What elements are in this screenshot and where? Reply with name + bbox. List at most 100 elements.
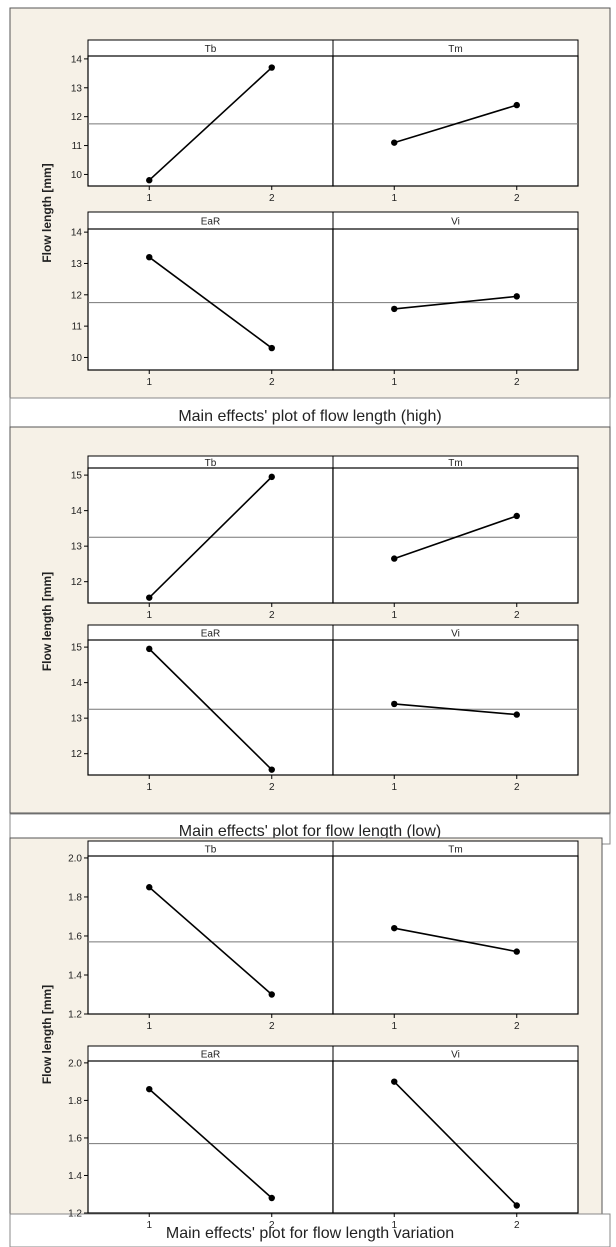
y-tick-label: 14 bbox=[71, 54, 83, 65]
x-tick-label: 1 bbox=[391, 1021, 397, 1032]
panel-title: Tb bbox=[205, 44, 217, 55]
panel-plot-area bbox=[87, 228, 334, 371]
y-tick-label: 14 bbox=[71, 228, 83, 239]
panel-vi: Vi 1 2 bbox=[332, 1045, 579, 1231]
y-tick-label: 12 bbox=[71, 577, 83, 588]
effect-line bbox=[394, 927, 517, 953]
panel-plot-area bbox=[332, 1060, 579, 1214]
x-tick-label: 2 bbox=[269, 782, 275, 793]
panel-tm: Tm 1 2 bbox=[332, 455, 579, 621]
main-effects-figure-1: Main effects' plot of flow length (high)… bbox=[9, 7, 611, 429]
y-axis-label: Flow length [mm] bbox=[40, 985, 54, 1084]
y-tick-label: 14 bbox=[71, 678, 83, 689]
main-effects-figure-2: Main effects' plot for flow length (low)… bbox=[9, 426, 611, 845]
y-tick-label: 1.2 bbox=[68, 1010, 82, 1021]
y-tick-label: 1.6 bbox=[68, 1133, 82, 1144]
effect-line bbox=[393, 1081, 518, 1207]
data-point bbox=[146, 594, 153, 601]
panel-plot-area bbox=[87, 1060, 334, 1214]
data-point bbox=[146, 884, 153, 891]
panel-plot-area bbox=[87, 467, 334, 604]
y-tick-label: 13 bbox=[71, 259, 83, 270]
y-tick-label: 15 bbox=[71, 471, 83, 482]
x-tick-label: 2 bbox=[514, 782, 520, 793]
panel-title: Tm bbox=[448, 845, 462, 856]
x-tick-label: 1 bbox=[391, 782, 397, 793]
y-tick-label: 11 bbox=[72, 322, 83, 333]
caption-box bbox=[9, 1213, 611, 1247]
data-point bbox=[146, 177, 153, 184]
data-point bbox=[391, 700, 398, 708]
x-tick-label: 2 bbox=[514, 377, 520, 388]
x-tick-label: 2 bbox=[269, 1220, 275, 1231]
y-tick-label: 2.0 bbox=[68, 1058, 82, 1069]
y-tick-label: 1.8 bbox=[68, 1096, 82, 1107]
panel-plot-area bbox=[332, 639, 579, 776]
x-tick-label: 1 bbox=[146, 193, 152, 204]
y-tick-label: 13 bbox=[71, 542, 83, 553]
effect-line bbox=[394, 703, 517, 716]
panel-tm: Tm 1 2 bbox=[332, 840, 579, 1032]
y-tick-label: 12 bbox=[71, 749, 83, 760]
data-point bbox=[513, 1202, 520, 1209]
y-tick-label: 10 bbox=[71, 170, 83, 181]
y-tick-label: 1.8 bbox=[68, 892, 82, 903]
x-tick-label: 2 bbox=[269, 377, 275, 388]
data-point bbox=[146, 645, 153, 653]
data-point bbox=[268, 991, 275, 998]
data-point bbox=[513, 512, 520, 520]
data-point bbox=[513, 101, 520, 109]
y-axis-label: Flow length [mm] bbox=[40, 572, 54, 671]
x-tick-label: 1 bbox=[391, 193, 397, 204]
panel-title: Tm bbox=[448, 458, 462, 469]
y-tick-label: 12 bbox=[71, 112, 83, 123]
panel-plot-area bbox=[87, 639, 334, 776]
data-point bbox=[146, 254, 153, 261]
y-tick-label: 1.6 bbox=[68, 931, 82, 942]
x-tick-label: 1 bbox=[146, 1220, 152, 1231]
panel-title: Tb bbox=[205, 845, 217, 856]
effect-line bbox=[148, 256, 273, 349]
x-tick-label: 2 bbox=[514, 1220, 520, 1231]
data-point bbox=[513, 293, 520, 300]
panel-title: EaR bbox=[201, 629, 220, 640]
panel-tm: Tm 1 2 bbox=[332, 39, 579, 204]
x-tick-label: 1 bbox=[146, 1021, 152, 1032]
x-tick-label: 1 bbox=[146, 782, 152, 793]
data-point bbox=[513, 711, 520, 718]
panel-tb: Tb 1.2 1.4 1.6 1.8 2.0 1 2 bbox=[68, 840, 334, 1032]
y-tick-label: 14 bbox=[71, 506, 83, 517]
y-tick-label: 12 bbox=[71, 290, 83, 301]
data-point bbox=[391, 555, 398, 562]
figure-caption: Main effects' plot for flow length varia… bbox=[166, 1225, 454, 1242]
figure-caption: Main effects' plot of flow length (high) bbox=[178, 408, 441, 425]
x-tick-label: 1 bbox=[391, 377, 397, 388]
panel-title: Tm bbox=[448, 44, 462, 55]
panel-title: Tb bbox=[205, 458, 217, 469]
data-point bbox=[513, 948, 520, 955]
panel-title: EaR bbox=[201, 1050, 220, 1061]
x-tick-label: 2 bbox=[514, 193, 520, 204]
data-point bbox=[268, 64, 275, 71]
x-tick-label: 2 bbox=[514, 610, 520, 621]
panel-plot-area bbox=[332, 467, 579, 604]
panel-vi: Vi 1 2 bbox=[332, 624, 579, 793]
y-tick-label: 10 bbox=[71, 353, 83, 364]
x-tick-label: 2 bbox=[269, 193, 275, 204]
effect-line bbox=[393, 515, 518, 560]
data-point bbox=[391, 139, 398, 146]
data-point bbox=[391, 1078, 398, 1085]
data-point bbox=[268, 473, 275, 481]
panel-vi: Vi 1 2 bbox=[332, 211, 579, 388]
data-point bbox=[268, 344, 275, 352]
panel-ear: EaR 1.2 1.4 1.6 1.8 2.0 1 2 bbox=[68, 1045, 334, 1231]
data-point bbox=[268, 1194, 275, 1202]
y-tick-label: 1.4 bbox=[68, 970, 82, 981]
panel-plot-area bbox=[332, 228, 579, 371]
data-point bbox=[146, 1085, 153, 1093]
effect-line bbox=[148, 476, 273, 599]
